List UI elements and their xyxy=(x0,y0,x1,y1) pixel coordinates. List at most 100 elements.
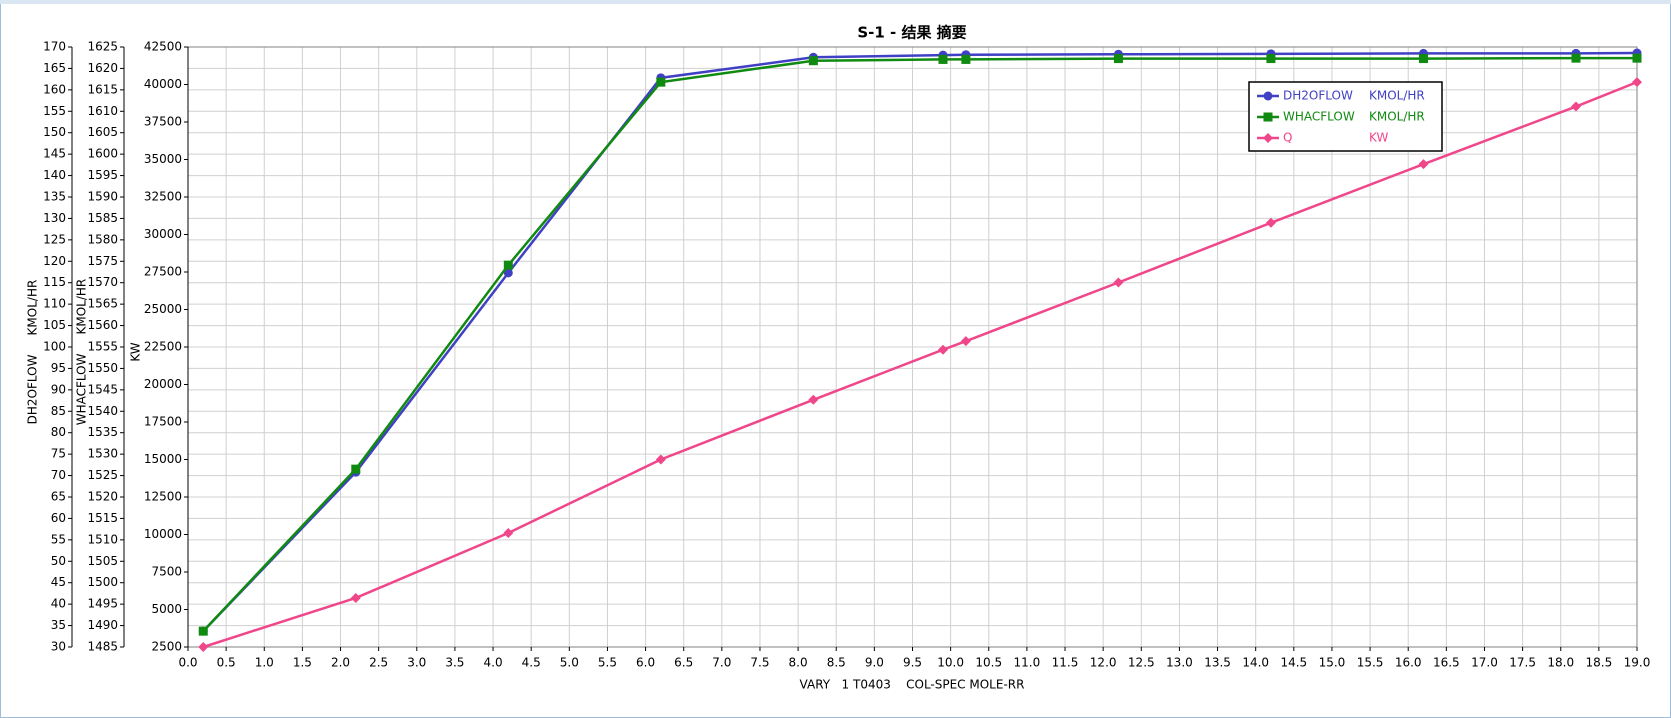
y-tick-label: 1550 xyxy=(87,361,118,375)
y-tick-label: 170 xyxy=(43,40,66,54)
y-tick-label: 110 xyxy=(43,297,66,311)
y-tick-label: 1545 xyxy=(87,382,118,396)
y-tick-label: 1600 xyxy=(87,147,118,161)
x-tick-label: 14.0 xyxy=(1242,656,1269,670)
y-tick-label: 1595 xyxy=(87,168,118,182)
y-tick-label: 40 xyxy=(51,597,66,611)
marker xyxy=(938,54,948,64)
y-tick-label: 95 xyxy=(51,361,66,375)
y-tick-label: 85 xyxy=(51,404,66,418)
y-tick-label: 1620 xyxy=(87,61,118,75)
y-tick-label: 15000 xyxy=(144,452,182,466)
y-tick-label: 7500 xyxy=(151,565,182,579)
marker xyxy=(503,260,513,270)
y-tick-label: 130 xyxy=(43,211,66,225)
y-tick-label: 165 xyxy=(43,61,66,75)
marker xyxy=(1632,77,1642,88)
y-tick-label: 1530 xyxy=(87,447,118,461)
y-tick-label: 160 xyxy=(43,82,66,96)
y-tick-label: 90 xyxy=(51,382,66,396)
y-tick-label: 135 xyxy=(43,190,66,204)
y-tick-label: 75 xyxy=(51,447,66,461)
y-tick-label: 1490 xyxy=(87,618,118,632)
y-tick-label: 145 xyxy=(43,147,66,161)
marker xyxy=(1263,133,1273,143)
x-tick-label: 2.0 xyxy=(331,656,350,670)
legend-box xyxy=(1248,81,1443,152)
y-tick-label: 1515 xyxy=(87,511,118,525)
y-tick-label: 1570 xyxy=(87,275,118,289)
x-tick-label: 7.5 xyxy=(750,656,769,670)
y-tick-label: 45 xyxy=(51,575,66,589)
y-axis-label: KW xyxy=(129,342,143,361)
y-tick-label: 1525 xyxy=(87,468,118,482)
y-tick-label: 1540 xyxy=(87,404,118,418)
y-tick-label: 25000 xyxy=(144,302,182,316)
x-tick-label: 6.5 xyxy=(674,656,693,670)
y-tick-label: 37500 xyxy=(144,115,182,129)
y-tick-label: 1505 xyxy=(87,554,118,568)
x-tick-label: 15.5 xyxy=(1357,656,1384,670)
x-tick-label: 8.5 xyxy=(827,656,846,670)
x-tick-label: 5.5 xyxy=(598,656,617,670)
x-tick-label: 7.0 xyxy=(712,656,731,670)
y-tick-label: 1535 xyxy=(87,425,118,439)
marker xyxy=(350,592,361,603)
marker xyxy=(503,268,513,278)
marker xyxy=(1418,54,1428,64)
x-tick-label: 18.0 xyxy=(1547,656,1574,670)
legend-label: DH2OFLOW xyxy=(1283,89,1353,103)
y-tick-label: 125 xyxy=(43,232,66,246)
marker xyxy=(1570,101,1581,112)
y-tick-label: 115 xyxy=(43,275,66,289)
y-tick-label: 1485 xyxy=(87,640,118,654)
y-tick-label: 1510 xyxy=(87,532,118,546)
y-tick-label: 20000 xyxy=(144,377,182,391)
x-tick-label: 17.0 xyxy=(1471,656,1498,670)
marker xyxy=(1418,159,1429,170)
x-tick-label: 17.5 xyxy=(1509,656,1536,670)
y-tick-label: 1495 xyxy=(87,597,118,611)
marker xyxy=(1113,277,1124,288)
x-tick-label: 3.0 xyxy=(407,656,426,670)
marker xyxy=(655,454,666,465)
x-tick-label: 0.0 xyxy=(178,656,197,670)
y-tick-label: 80 xyxy=(51,425,66,439)
x-tick-label: 9.5 xyxy=(903,656,922,670)
y-tick-label: 140 xyxy=(43,168,66,182)
marker xyxy=(503,528,514,538)
x-tick-label: 13.5 xyxy=(1204,656,1231,670)
x-tick-label: 16.5 xyxy=(1433,656,1460,670)
series-line xyxy=(202,51,1638,633)
marker xyxy=(351,464,361,474)
y-tick-label: 1610 xyxy=(87,104,118,118)
y-tick-label: 55 xyxy=(51,532,66,546)
marker xyxy=(1263,91,1273,101)
x-tick-label: 6.0 xyxy=(636,656,655,670)
y-tick-label: 27500 xyxy=(144,265,182,279)
series-line xyxy=(202,80,1638,649)
x-tick-label: 18.5 xyxy=(1586,656,1613,670)
y-tick-label: 1575 xyxy=(87,254,118,268)
y-tick-label: 65 xyxy=(51,490,66,504)
y-tick-label: 50 xyxy=(51,554,66,568)
y-axis-label: DH2OFLOW KMOL/HR xyxy=(26,280,40,425)
y-tick-label: 1585 xyxy=(87,211,118,225)
x-tick-label: 8.0 xyxy=(789,656,808,670)
y-tick-label: 1590 xyxy=(87,190,118,204)
legend-unit: KMOL/HR xyxy=(1369,89,1425,103)
marker xyxy=(1266,54,1276,64)
y-tick-label: 40000 xyxy=(144,77,182,91)
x-tick-label: 4.0 xyxy=(484,656,503,670)
x-tick-label: 13.0 xyxy=(1166,656,1193,670)
y-tick-label: 1565 xyxy=(87,297,118,311)
x-tick-label: 16.0 xyxy=(1395,656,1422,670)
marker xyxy=(198,642,209,652)
y-tick-label: 1580 xyxy=(87,232,118,246)
y-tick-label: 100 xyxy=(43,340,66,354)
y-tick-label: 150 xyxy=(43,125,66,139)
legend-unit: KW xyxy=(1369,131,1388,145)
x-tick-label: 9.0 xyxy=(865,656,884,670)
y-tick-label: 2500 xyxy=(151,640,182,654)
